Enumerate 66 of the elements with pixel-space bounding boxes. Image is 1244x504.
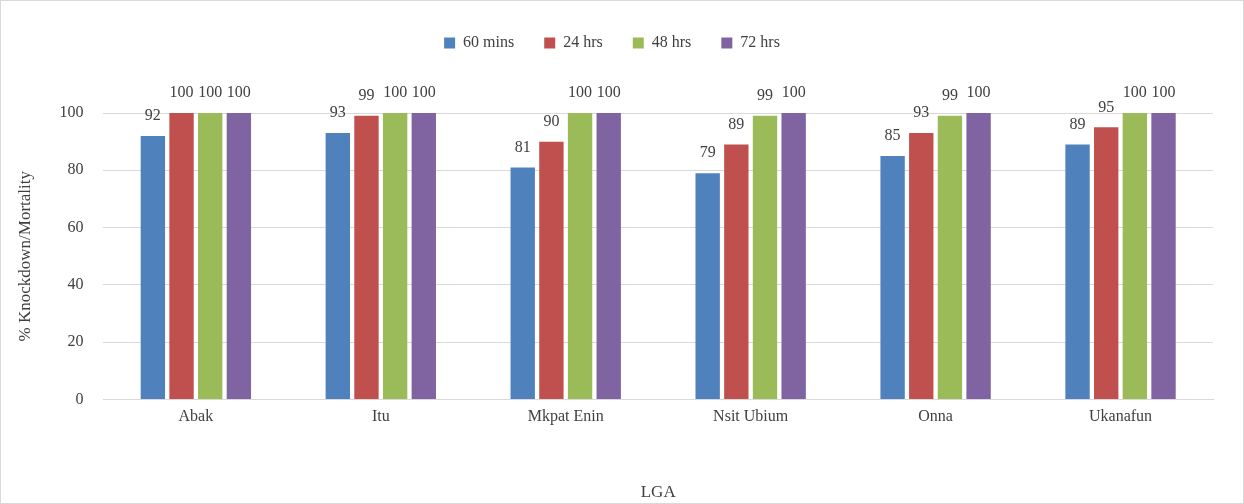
data-label: 85 xyxy=(884,126,901,144)
x-tick-label: Abak xyxy=(178,407,214,425)
data-label: 79 xyxy=(699,143,716,161)
data-label: 100 xyxy=(383,83,408,101)
bar xyxy=(1122,113,1148,399)
bar xyxy=(1094,127,1119,399)
bar xyxy=(695,173,720,399)
bar xyxy=(140,135,166,399)
data-label: 92 xyxy=(144,106,161,124)
bar xyxy=(567,113,593,399)
data-label: 100 xyxy=(169,83,194,101)
bar xyxy=(198,113,223,399)
data-label: 90 xyxy=(543,111,560,129)
bar xyxy=(1151,113,1176,399)
data-label: 100 xyxy=(966,83,991,101)
data-label: 81 xyxy=(514,137,531,155)
data-label: 93 xyxy=(329,103,346,121)
data-label: 89 xyxy=(1069,114,1086,132)
bar xyxy=(966,113,991,399)
data-label: 100 xyxy=(781,83,806,101)
bar xyxy=(937,115,963,399)
legend-label: 72 hrs xyxy=(740,33,780,51)
bar xyxy=(354,115,379,399)
bar xyxy=(382,113,408,399)
bar xyxy=(411,113,436,399)
data-label: 100 xyxy=(226,83,251,101)
data-label: 100 xyxy=(198,83,223,101)
data-label: 99 xyxy=(941,86,958,104)
bar xyxy=(596,113,621,399)
data-label: 100 xyxy=(411,83,436,101)
y-axis-title: % Knockdown/Mortality xyxy=(14,170,34,342)
legend-label: 24 hrs xyxy=(563,33,603,51)
x-tick-label: Mkpat Enin xyxy=(527,407,604,426)
x-tick-label: Itu xyxy=(371,407,390,425)
data-label: 99 xyxy=(358,86,375,104)
bar xyxy=(510,167,535,399)
bar xyxy=(226,113,252,399)
legend-label: 48 hrs xyxy=(651,33,692,51)
data-label: 93 xyxy=(913,103,930,121)
legend-label: 60 mins xyxy=(463,33,515,51)
y-tick-label: 20 xyxy=(67,332,84,350)
bar xyxy=(169,113,194,399)
bar xyxy=(325,133,350,399)
data-label: 100 xyxy=(596,83,621,101)
data-label: 95 xyxy=(1098,97,1115,115)
x-axis-title: LGA xyxy=(640,482,677,502)
bar xyxy=(724,144,749,399)
data-label: 89 xyxy=(728,114,745,132)
y-tick-label: 60 xyxy=(67,217,84,235)
y-tick-label: 80 xyxy=(67,160,84,178)
bar xyxy=(752,115,778,399)
x-tick-label: Onna xyxy=(918,407,953,425)
y-tick-label: 0 xyxy=(75,389,84,407)
x-tick-label: Ukanafun xyxy=(1088,407,1153,425)
bar xyxy=(539,141,564,399)
bar xyxy=(1065,144,1090,399)
bar xyxy=(781,113,806,399)
data-label: 100 xyxy=(568,83,593,101)
y-tick-label: 100 xyxy=(59,103,84,121)
data-label: 99 xyxy=(757,86,773,104)
bar xyxy=(909,133,934,399)
y-tick-label: 40 xyxy=(67,275,84,293)
data-label: 100 xyxy=(1122,83,1147,101)
bar xyxy=(880,155,905,399)
data-label: 100 xyxy=(1151,83,1176,101)
x-tick-label: Nsit Ubium xyxy=(713,407,789,425)
